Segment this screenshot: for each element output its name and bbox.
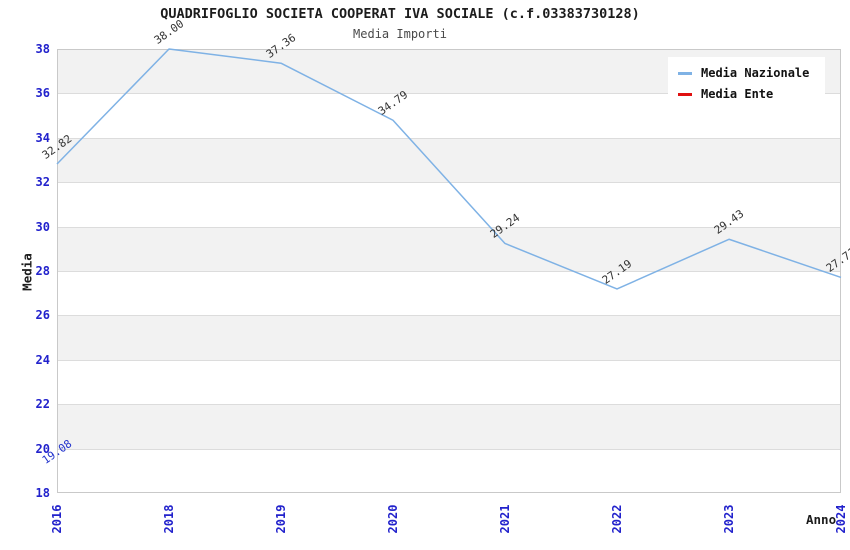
grid-band <box>57 315 841 360</box>
y-axis-title: Media <box>19 253 35 291</box>
y-tick-label: 28 <box>35 264 50 278</box>
x-tick-label: 2019 <box>274 504 288 534</box>
x-tick-label: 2022 <box>610 504 624 534</box>
gridline <box>57 315 841 317</box>
legend-item-label: Media Ente <box>701 87 774 101</box>
gridline <box>57 182 841 184</box>
x-tick-label: 2023 <box>722 504 736 534</box>
gridline <box>57 137 841 139</box>
plot-area <box>57 49 841 493</box>
chart-title: QUADRIFOGLIO SOCIETA COOPERAT IVA SOCIAL… <box>160 6 640 22</box>
y-tick-label: 30 <box>35 219 50 234</box>
chart-subtitle: Media Importi <box>353 27 447 41</box>
grid-band <box>57 137 841 183</box>
y-tick-label: 32 <box>35 175 50 190</box>
grid-band <box>57 360 841 404</box>
legend-item-label: Media Nazionale <box>701 66 810 80</box>
y-tick-label: 34 <box>35 130 50 145</box>
y-tick-label: 24 <box>35 352 50 367</box>
y-tick-label: 20 <box>35 441 50 456</box>
legend-item: Media Ente <box>678 87 809 101</box>
gridline <box>57 448 841 450</box>
x-tick-label: 2018 <box>162 504 176 534</box>
legend-item: Media Nazionale <box>678 66 809 80</box>
y-tick-label: 22 <box>35 397 50 412</box>
grid-band <box>57 404 841 449</box>
x-tick-label: 2020 <box>386 504 400 534</box>
y-tick-label: 18 <box>35 486 50 500</box>
x-axis-title: Anno <box>806 512 837 527</box>
legend-line-swatch <box>678 71 692 75</box>
x-tick-label: 2021 <box>498 504 512 534</box>
legend-box: Media Nazionale Media Ente <box>668 57 826 110</box>
gridline <box>57 359 841 361</box>
grid-band <box>57 449 841 493</box>
y-tick-label: 38 <box>35 42 50 56</box>
y-tick-label: 36 <box>35 86 50 101</box>
x-tick-label: 2016 <box>50 504 64 534</box>
grid-band <box>57 271 841 315</box>
y-tick-label: 26 <box>35 308 50 323</box>
legend-line-swatch <box>678 92 692 96</box>
gridline <box>57 271 841 272</box>
gridline <box>57 404 841 406</box>
